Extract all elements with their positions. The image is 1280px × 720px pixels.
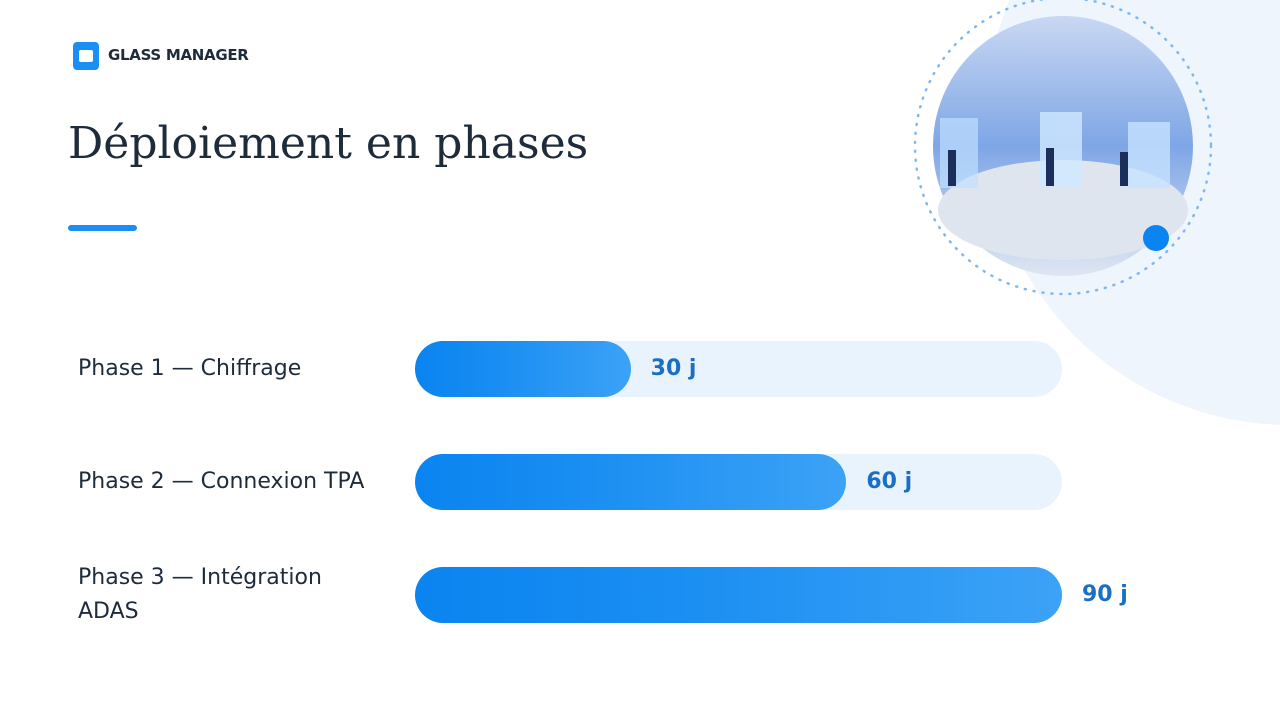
bar	[415, 341, 631, 397]
value-label: 60 j	[866, 469, 913, 494]
hero-panel	[1128, 122, 1170, 188]
category-label: Phase 1 — Chiffrage	[78, 356, 302, 381]
title-underline	[68, 225, 137, 231]
hero-figure	[948, 150, 956, 186]
category-label: Phase 3 — Intégration ADAS	[78, 565, 322, 624]
decor-dot	[1143, 225, 1169, 251]
bar	[415, 567, 1062, 623]
dotted-ring	[913, 0, 1213, 296]
brand-logo-inner	[79, 50, 93, 62]
chart-title: Déploiement en phases	[68, 118, 589, 169]
hero-panel	[940, 118, 978, 188]
value-label: 90 j	[1082, 582, 1128, 607]
hero-figure	[1120, 152, 1128, 186]
hero-figure	[1046, 148, 1054, 186]
bar	[415, 454, 847, 510]
value-label: 30 j	[650, 356, 697, 381]
category-label: Phase 2 — Connexion TPA	[78, 469, 365, 494]
brand-name: GLASS MANAGER	[108, 46, 249, 64]
